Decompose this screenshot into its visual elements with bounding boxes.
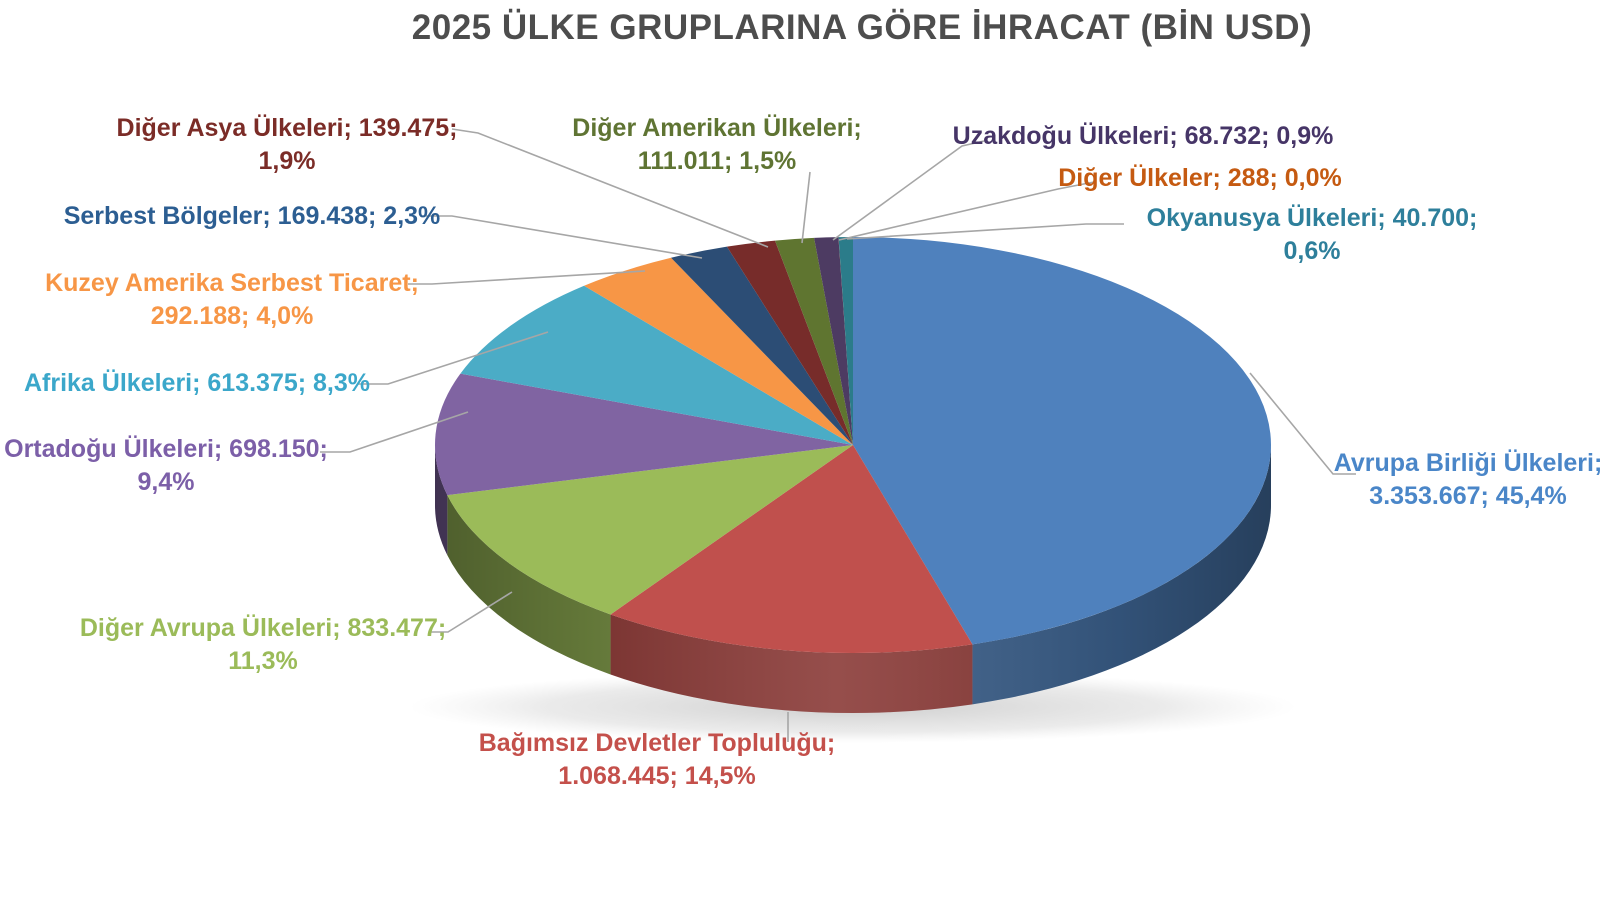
data-label-line: Okyanusya Ülkeleri; 40.700; <box>1146 204 1478 232</box>
data-label-line: Serbest Bölgeler; 169.438; 2,3% <box>63 202 441 230</box>
pie-slice-wall-shade-2 <box>447 495 611 675</box>
data-label-11: Okyanusya Ülkeleri; 40.700; 0,6% <box>1147 202 1478 268</box>
pie-slice-3 <box>434 373 853 496</box>
pie-slice-0 <box>853 237 1271 645</box>
data-label-0: Avrupa Birliği Ülkeleri; 3.353.667; 45,4% <box>1334 447 1600 513</box>
data-label-line: Uzakdoğu Ülkeleri; 68.732; 0,9% <box>952 122 1334 150</box>
pie-slice-5 <box>584 257 853 445</box>
data-label-line: Kuzey Amerika Serbest Ticaret; <box>45 269 419 297</box>
data-label-9: Uzakdoğu Ülkeleri; 68.732; 0,9% <box>953 120 1334 153</box>
pie-slice-wall-shade-1 <box>610 614 973 713</box>
data-label-line: Diğer Amerikan Ülkeleri; <box>572 114 862 142</box>
data-label-line: 11,3% <box>228 647 298 675</box>
leader-line-7 <box>451 128 769 248</box>
pie-slice-1 <box>610 445 973 653</box>
data-label-line: Bağımsız Devletler Topluluğu; <box>478 729 836 757</box>
pie-slice-wall-shade-0 <box>972 445 1271 705</box>
leader-line-0 <box>1249 372 1356 475</box>
leader-line-9 <box>832 140 985 241</box>
pie-slice-9 <box>814 237 853 445</box>
data-label-5: Kuzey Amerika Serbest Ticaret; 292.188; 4… <box>45 267 419 333</box>
data-label-2: Diğer Avrupa Ülkeleri; 833.477; 11,3% <box>80 612 446 678</box>
data-label-line: Diğer Avrupa Ülkeleri; 833.477; <box>79 614 447 642</box>
data-label-line: 9,4% <box>137 468 195 496</box>
leader-line-5 <box>408 270 646 285</box>
leader-line-10 <box>838 181 1095 241</box>
data-label-line: 3.353.667; 45,4% <box>1369 482 1567 510</box>
leader-line-4 <box>358 331 549 385</box>
leader-line-11 <box>846 223 1124 240</box>
leader-line-3 <box>320 411 469 453</box>
data-label-1: Bağımsız Devletler Topluluğu; 1.068.445; … <box>479 727 836 793</box>
pie-slice-wall-shade-3 <box>435 445 448 556</box>
data-label-line: Avrupa Birliği Ülkeleri; <box>1333 449 1600 477</box>
pie-slice-10 <box>838 237 853 445</box>
data-label-line: 111.011; 1,5% <box>637 147 797 175</box>
data-label-line: 292.188; 4,0% <box>150 302 314 330</box>
data-label-10: Diğer Ülkeler; 288; 0,0% <box>1058 162 1341 195</box>
data-label-7: Diğer Asya Ülkeleri; 139.475; 1,9% <box>117 112 458 178</box>
pie-slice-7 <box>726 240 853 445</box>
data-label-line: 1,9% <box>258 147 316 175</box>
pie-slice-8 <box>775 237 853 445</box>
data-label-line: 0,6% <box>1283 237 1341 265</box>
pie-slice-2 <box>447 445 853 615</box>
data-label-line: Ortadoğu Ülkeleri; 698.150; <box>4 435 328 463</box>
leader-line-8 <box>801 171 811 244</box>
data-label-line: Afrika Ülkeleri; 613.375; 8,3% <box>23 369 371 397</box>
data-label-line: Diğer Asya Ülkeleri; 139.475; <box>116 114 458 142</box>
pie-slice-11 <box>838 237 853 445</box>
chart-title: 2025 ÜLKE GRUPLARINA GÖRE İHRACAT (BİN U… <box>411 8 1313 47</box>
leader-line-2 <box>430 591 513 633</box>
leader-line-6 <box>426 215 703 259</box>
pie-slice-4 <box>460 285 853 445</box>
data-label-3: Ortadoğu Ülkeleri; 698.150; 9,4% <box>4 433 328 499</box>
data-label-4: Afrika Ülkeleri; 613.375; 8,3% <box>24 367 370 400</box>
pie-slice-6 <box>671 246 853 445</box>
data-label-line: Diğer Ülkeler; 288; 0,0% <box>1058 164 1342 192</box>
data-label-line: 1.068.445; 14,5% <box>558 762 756 790</box>
data-label-6: Serbest Bölgeler; 169.438; 2,3% <box>64 200 441 233</box>
data-label-8: Diğer Amerikan Ülkeleri; 111.011; 1,5% <box>572 112 861 178</box>
